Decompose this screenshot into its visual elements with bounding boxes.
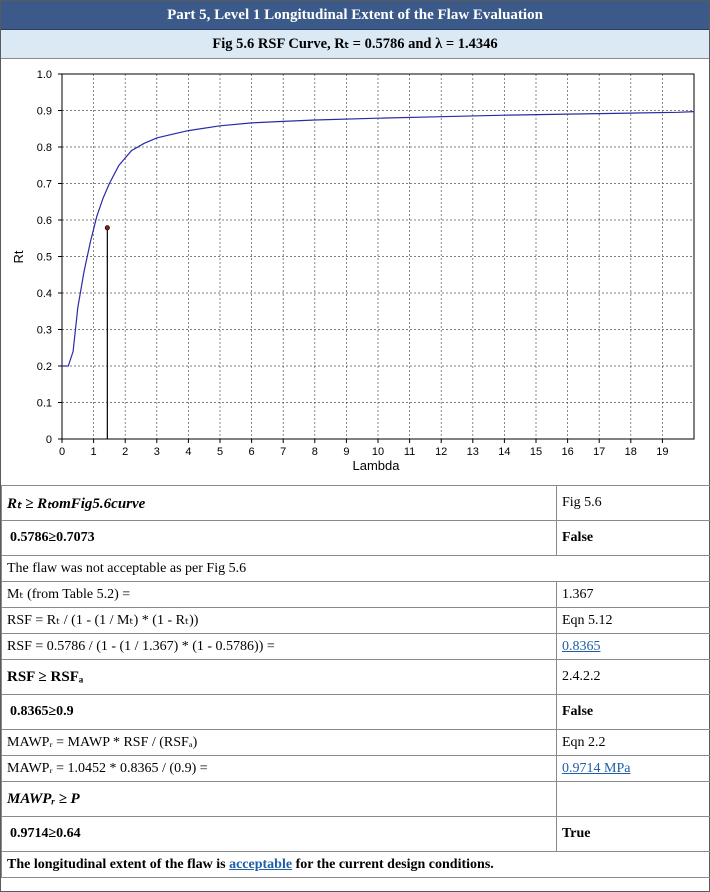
table-row: The longitudinal extent of the flaw is a…	[1, 851, 710, 878]
rt-comparison: 0.5786≥0.7073	[1, 520, 557, 556]
mawp-equation-ref: Eqn 2.2	[556, 729, 710, 756]
x-tick-label: 12	[435, 446, 447, 458]
x-tick-label: 11	[404, 446, 415, 458]
mawp-comparison: 0.9714≥0.64	[1, 816, 557, 852]
table-row: 0.9714≥0.64 True	[1, 816, 710, 852]
x-tick-label: 1	[91, 446, 97, 458]
y-tick-label: 0.6	[37, 215, 52, 227]
mawp-calculation: MAWPᵣ = 1.0452 * 0.8365 / (0.9) =	[1, 755, 557, 782]
chart-series	[62, 111, 695, 439]
conclusion: The longitudinal extent of the flaw is a…	[1, 851, 710, 878]
x-tick-label: 17	[593, 446, 605, 458]
x-tick-label: 5	[217, 446, 223, 458]
rsf-comparison: 0.8365≥0.9	[1, 694, 557, 730]
rsf-value-cell: 0.8365	[556, 633, 710, 660]
acceptable-link[interactable]: acceptable	[229, 856, 293, 872]
x-tick-label: 7	[280, 446, 286, 458]
table-row: RSF ≥ RSFₐ 2.4.2.2	[1, 659, 710, 695]
table-row: 0.5786≥0.7073 False	[1, 520, 710, 556]
plot-frame	[61, 73, 695, 440]
chart-grid	[62, 73, 694, 439]
mawp-criterion-ref	[556, 781, 710, 817]
mawp-result: True	[556, 816, 710, 852]
table-row: Mₜ (from Table 5.2) = 1.367	[1, 581, 710, 608]
table-row: MAWPᵣ ≥ P	[1, 781, 710, 817]
rt-result: False	[556, 520, 710, 556]
x-tick-label: 2	[122, 446, 128, 458]
y-tick-label: 1.0	[37, 69, 52, 81]
rsf-chart: Lambda Rt 0 1 2 3 4 5 6 7 8 9 10 11 12 13 14 15 16 17 18 19…	[1, 59, 709, 486]
y-tick-label: 0.7	[37, 179, 52, 191]
y-tick-label: 0.1	[37, 398, 52, 410]
x-tick-label: 15	[530, 446, 542, 458]
y-axis-label: Rt	[11, 250, 26, 263]
figure-title: Fig 5.6 RSF Curve, Rₜ = 0.5786 and λ = 1…	[1, 30, 709, 59]
x-tick-label: 3	[154, 446, 160, 458]
mt-label: Mₜ (from Table 5.2) =	[1, 581, 557, 608]
rsf-criterion-ref: 2.4.2.2	[556, 659, 710, 695]
x-tick-label: 4	[185, 446, 191, 458]
flaw-not-acceptable-note: The flaw was not acceptable as per Fig 5…	[1, 555, 710, 582]
y-tick-label: 0.9	[37, 106, 52, 118]
chart-labels: Lambda Rt 0 1 2 3 4 5 6 7 8 9 10 11 12 13 14 15 16 17 18 19…	[11, 69, 669, 473]
criterion-mawp: MAWPᵣ ≥ P	[1, 781, 557, 817]
y-tick-label: 0.8	[37, 142, 52, 154]
page-title: Part 5, Level 1 Longitudinal Extent of t…	[1, 1, 709, 30]
x-tick-label: 8	[312, 446, 318, 458]
y-tick-label: 0.2	[37, 361, 52, 373]
x-tick-label: 9	[343, 446, 349, 458]
reference-fig: Fig 5.6	[556, 485, 710, 521]
chart-axes	[58, 73, 695, 443]
y-tick-label: 0.3	[37, 325, 52, 337]
x-tick-label: 18	[625, 446, 637, 458]
mawp-value-link[interactable]: 0.9714 MPa	[562, 760, 631, 776]
evaluation-table: Rₜ ≥ RₜomFig5.6curve Fig 5.6 0.5786≥0.70…	[1, 485, 710, 878]
table-row: RSF = Rₜ / (1 - (1 / Mₜ) * (1 - Rₜ)) Eqn…	[1, 607, 710, 634]
table-row: The flaw was not acceptable as per Fig 5…	[1, 555, 710, 582]
mawp-value-cell: 0.9714 MPa	[556, 755, 710, 782]
criterion-rsf: RSF ≥ RSFₐ	[1, 659, 557, 695]
x-tick-label: 6	[249, 446, 255, 458]
x-tick-label: 0	[59, 446, 65, 458]
table-row: MAWPᵣ = MAWP * RSF / (RSFₐ) Eqn 2.2	[1, 729, 710, 756]
table-row: Rₜ ≥ RₜomFig5.6curve Fig 5.6	[1, 485, 710, 521]
x-tick-label: 13	[467, 446, 479, 458]
y-tick-label: 0.4	[37, 288, 52, 300]
x-tick-label: 14	[498, 446, 510, 458]
rsf-equation-ref: Eqn 5.12	[556, 607, 710, 634]
x-axis-label: Lambda	[353, 458, 401, 473]
evaluation-point-marker	[104, 225, 110, 231]
rsf-curve-chart: Lambda Rt 0 1 2 3 4 5 6 7 8 9 10 11 12 13 14 15 16 17 18 19…	[11, 69, 695, 473]
rsf-result: False	[556, 694, 710, 730]
rsf-calculation: RSF = 0.5786 / (1 - (1 / 1.367) * (1 - 0…	[1, 633, 557, 660]
criterion-rt-vs-curve: Rₜ ≥ RₜomFig5.6curve	[1, 485, 557, 521]
y-tick-label: 0.5	[37, 252, 52, 264]
rsf-value-link[interactable]: 0.8365	[562, 638, 601, 654]
table-row: 0.8365≥0.9 False	[1, 694, 710, 730]
x-tick-label: 10	[372, 446, 384, 458]
table-row: RSF = 0.5786 / (1 - (1 / 1.367) * (1 - 0…	[1, 633, 710, 660]
mawp-equation: MAWPᵣ = MAWP * RSF / (RSFₐ)	[1, 729, 557, 756]
rsf-equation: RSF = Rₜ / (1 - (1 / Mₜ) * (1 - Rₜ))	[1, 607, 557, 634]
y-tick-label: 0	[46, 434, 52, 446]
x-tick-label: 19	[656, 446, 668, 458]
rsf-curve-line	[62, 111, 695, 367]
x-tick-label: 16	[561, 446, 573, 458]
mt-value: 1.367	[556, 581, 710, 608]
table-row: MAWPᵣ = 1.0452 * 0.8365 / (0.9) = 0.9714…	[1, 755, 710, 782]
